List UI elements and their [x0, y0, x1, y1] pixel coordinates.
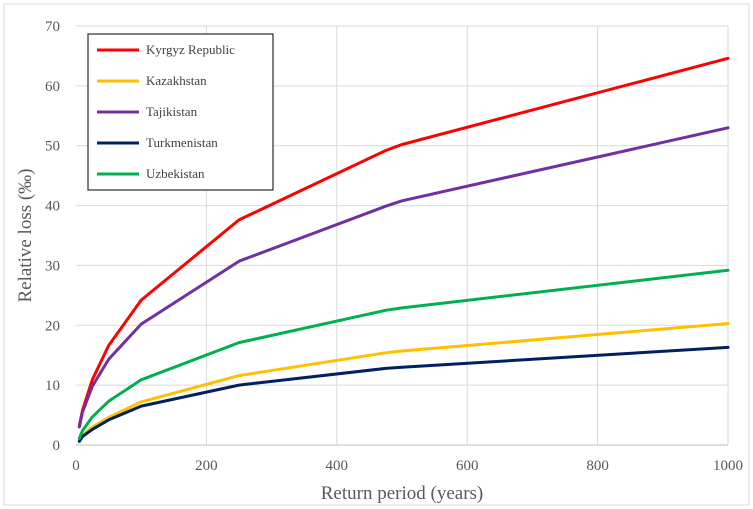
legend-label: Kyrgyz Republic	[146, 42, 235, 57]
x-axis-title: Return period (years)	[321, 483, 484, 504]
legend-label: Uzbekistan	[146, 166, 205, 181]
x-tick-label: 200	[195, 458, 218, 474]
x-tick-label: 600	[456, 458, 479, 474]
y-axis-ticks: 0 10 20 30 40 50 60 70	[45, 19, 60, 454]
y-tick-label: 10	[45, 378, 60, 394]
legend-label: Tajikistan	[146, 104, 198, 119]
y-tick-label: 50	[45, 139, 60, 155]
x-tick-label: 400	[326, 458, 349, 474]
y-tick-label: 70	[45, 19, 60, 35]
x-tick-label: 0	[72, 458, 80, 474]
series-line-turkmenistan	[77, 345, 730, 443]
y-tick-label: 40	[45, 199, 60, 215]
series-line-tajikistan	[77, 126, 730, 429]
y-axis-title: Relative loss (‰)	[15, 168, 36, 302]
legend: Kyrgyz Republic Kazakhstan Tajikistan Turkm…	[87, 33, 274, 191]
y-tick-label: 20	[45, 318, 60, 334]
x-axis-ticks: 0 200 400 600 800 1000	[72, 458, 743, 474]
series-lines	[77, 56, 730, 443]
series-line-uzbekistan	[77, 268, 730, 440]
x-tick-label: 800	[586, 458, 609, 474]
x-tick-label: 1000	[713, 458, 743, 474]
y-tick-label: 60	[45, 79, 60, 95]
y-tick-label: 30	[45, 258, 60, 274]
legend-label: Turkmenistan	[146, 135, 218, 150]
legend-label: Kazakhstan	[146, 73, 207, 88]
y-tick-label: 0	[53, 438, 61, 454]
